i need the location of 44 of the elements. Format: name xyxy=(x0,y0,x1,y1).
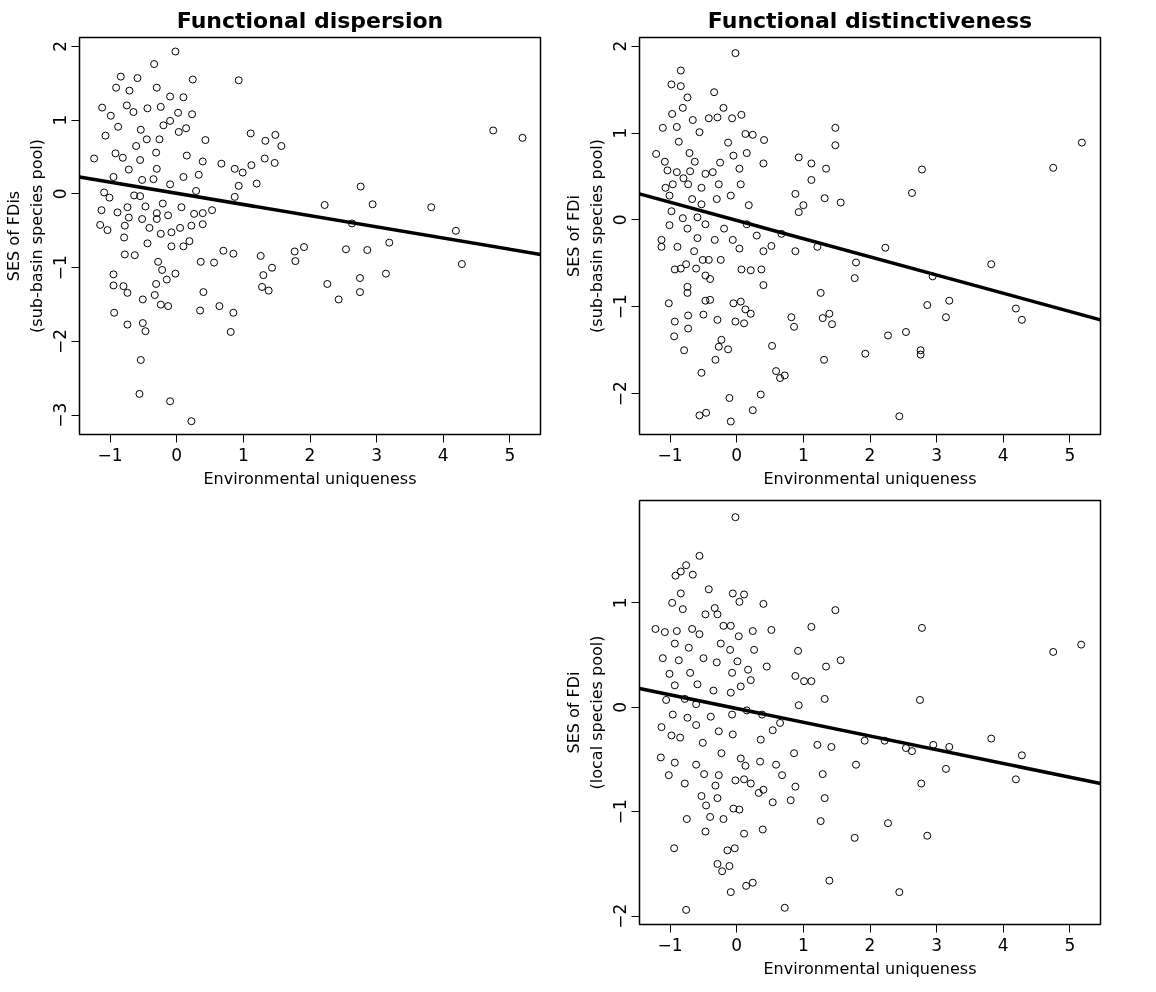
chart-title: Functional distinctiveness xyxy=(707,7,1033,33)
x-tick-label: 1 xyxy=(797,444,809,465)
x-tick-label: 4 xyxy=(997,934,1009,955)
x-tick-label: 2 xyxy=(864,934,876,955)
x-tick-label: −1 xyxy=(657,444,683,465)
y-tick-label: −1 xyxy=(610,294,631,320)
y-tick-label: 0 xyxy=(50,188,71,200)
y-tick-label: 1 xyxy=(610,597,631,609)
x-axis-title: Environmental uniqueness xyxy=(763,958,977,978)
y-axis-title: SES of FDi (sub-basin species pool) xyxy=(563,139,606,333)
y-tick-label: 2 xyxy=(610,40,631,52)
x-tick-label: 3 xyxy=(931,934,943,955)
y-axis-title: SES of FDi (local species pool) xyxy=(563,635,606,790)
x-tick-label: 1 xyxy=(797,934,809,955)
x-tick-label: 0 xyxy=(171,444,183,465)
x-tick-label: 4 xyxy=(997,444,1009,465)
y-tick-label: 2 xyxy=(50,40,71,52)
x-axis-title: Environmental uniqueness xyxy=(203,468,417,488)
x-tick-label: 0 xyxy=(731,444,743,465)
y-tick-label: −2 xyxy=(610,903,631,929)
y-tick-label: −2 xyxy=(610,381,631,407)
y-tick-label: −3 xyxy=(50,402,71,428)
y-axis-title: SES of FDis (sub-basin species pool) xyxy=(3,139,46,333)
y-tick-label: −1 xyxy=(610,799,631,825)
x-tick-label: 2 xyxy=(304,444,316,465)
x-tick-label: 5 xyxy=(1064,934,1076,955)
x-tick-label: 5 xyxy=(504,444,516,465)
x-tick-label: 4 xyxy=(437,444,449,465)
y-tick-label: −2 xyxy=(50,328,71,355)
y-tick-label: −1 xyxy=(50,255,71,281)
x-tick-label: 1 xyxy=(237,444,249,465)
chart-title: Functional dispersion xyxy=(176,7,444,33)
x-tick-label: −1 xyxy=(657,934,683,955)
x-tick-label: −1 xyxy=(97,444,123,465)
x-tick-label: 3 xyxy=(371,444,383,465)
y-tick-label: 0 xyxy=(610,701,631,713)
y-tick-label: 0 xyxy=(610,214,631,226)
y-tick-label: 1 xyxy=(50,114,71,126)
x-tick-label: 2 xyxy=(864,444,876,465)
x-tick-label: 0 xyxy=(731,934,743,955)
y-tick-label: 1 xyxy=(610,127,631,139)
x-tick-label: 3 xyxy=(931,444,943,465)
x-tick-label: 5 xyxy=(1064,444,1076,465)
x-axis-title: Environmental uniqueness xyxy=(763,468,977,488)
